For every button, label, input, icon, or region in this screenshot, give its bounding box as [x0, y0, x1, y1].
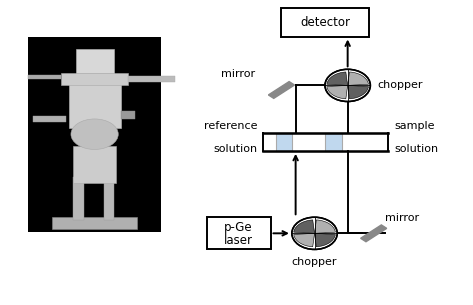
Text: laser: laser [224, 234, 253, 247]
Text: p-Ge: p-Ge [224, 221, 253, 234]
Bar [276, 133, 292, 151]
Bar [33, 116, 66, 122]
Bar [325, 133, 342, 151]
Ellipse shape [325, 69, 370, 102]
Wedge shape [315, 220, 335, 233]
Bar [121, 111, 135, 119]
FancyArrow shape [360, 225, 387, 242]
Text: chopper: chopper [292, 257, 337, 267]
Wedge shape [327, 85, 348, 99]
Wedge shape [294, 233, 315, 247]
Text: sample: sample [394, 120, 435, 131]
Bar [69, 82, 121, 128]
FancyBboxPatch shape [207, 217, 271, 249]
Text: mirror: mirror [385, 213, 420, 223]
FancyBboxPatch shape [281, 8, 369, 37]
Bar [76, 49, 114, 73]
Wedge shape [315, 233, 335, 247]
Wedge shape [348, 85, 368, 99]
Text: chopper: chopper [377, 81, 423, 90]
Wedge shape [294, 220, 315, 233]
Bar [73, 177, 84, 220]
Wedge shape [327, 72, 348, 85]
Bar [73, 146, 116, 183]
Ellipse shape [292, 217, 337, 249]
Bar [52, 217, 137, 229]
Wedge shape [348, 72, 368, 85]
Ellipse shape [71, 119, 118, 149]
Text: mirror: mirror [221, 69, 255, 79]
Text: detector: detector [300, 16, 350, 29]
Text: reference: reference [204, 120, 258, 131]
Bar [28, 37, 161, 232]
Text: solution: solution [394, 144, 438, 154]
Bar [28, 75, 61, 79]
Bar [128, 76, 175, 82]
Bar [61, 73, 128, 85]
Bar [104, 177, 114, 220]
Text: solution: solution [214, 144, 258, 154]
FancyArrow shape [268, 81, 295, 99]
